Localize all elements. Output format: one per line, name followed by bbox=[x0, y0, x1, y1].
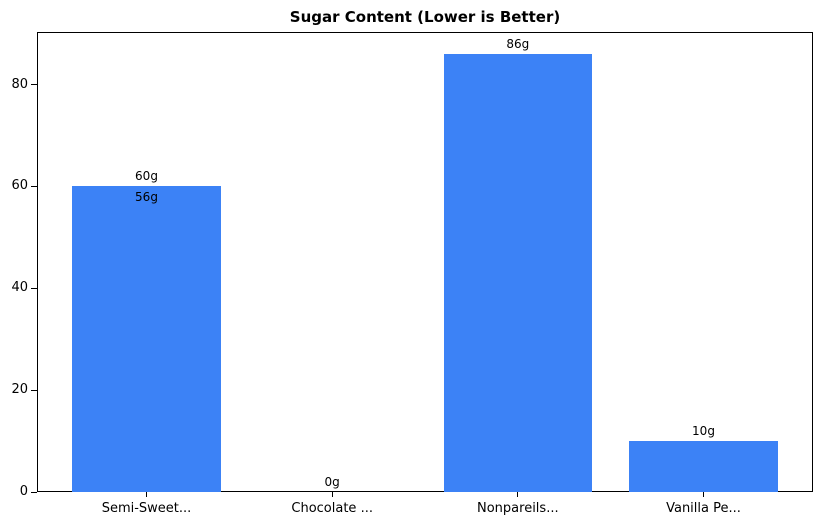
y-tick-label: 0 bbox=[19, 484, 28, 499]
y-tick-mark bbox=[31, 84, 37, 85]
bar-value-label: 10g bbox=[692, 424, 715, 439]
bar-value-label: 56g bbox=[135, 189, 158, 204]
x-tick-label: Semi-Sweet... bbox=[101, 501, 192, 516]
y-tick-mark bbox=[31, 389, 37, 391]
x-tick-mark bbox=[146, 492, 147, 497]
bar-value-label: 86g bbox=[506, 36, 530, 51]
y-tick-mark bbox=[31, 491, 37, 493]
y-tick-mark bbox=[31, 185, 37, 187]
x-tick-label: Vanilla Pe... bbox=[666, 501, 741, 516]
chart-title: Sugar Content (Lower is Better) bbox=[289, 8, 561, 26]
bar bbox=[443, 53, 593, 492]
y-tick-label: 80 bbox=[11, 76, 28, 92]
x-tick-label: Chocolate ... bbox=[291, 501, 373, 516]
y-tick-label: 60 bbox=[11, 178, 28, 194]
x-tick-mark bbox=[517, 492, 519, 497]
y-tick-mark bbox=[31, 287, 37, 289]
y-tick-label: 40 bbox=[11, 280, 28, 296]
bar-value-label: 0g bbox=[324, 475, 340, 489]
y-tick-label: 20 bbox=[11, 382, 28, 398]
bar bbox=[72, 186, 221, 492]
bar-value-label: 60g bbox=[135, 169, 158, 184]
x-tick-mark bbox=[331, 492, 333, 497]
x-tick-label: Nonpareils... bbox=[477, 501, 559, 516]
x-tick-mark bbox=[703, 492, 704, 497]
bar bbox=[629, 441, 778, 492]
